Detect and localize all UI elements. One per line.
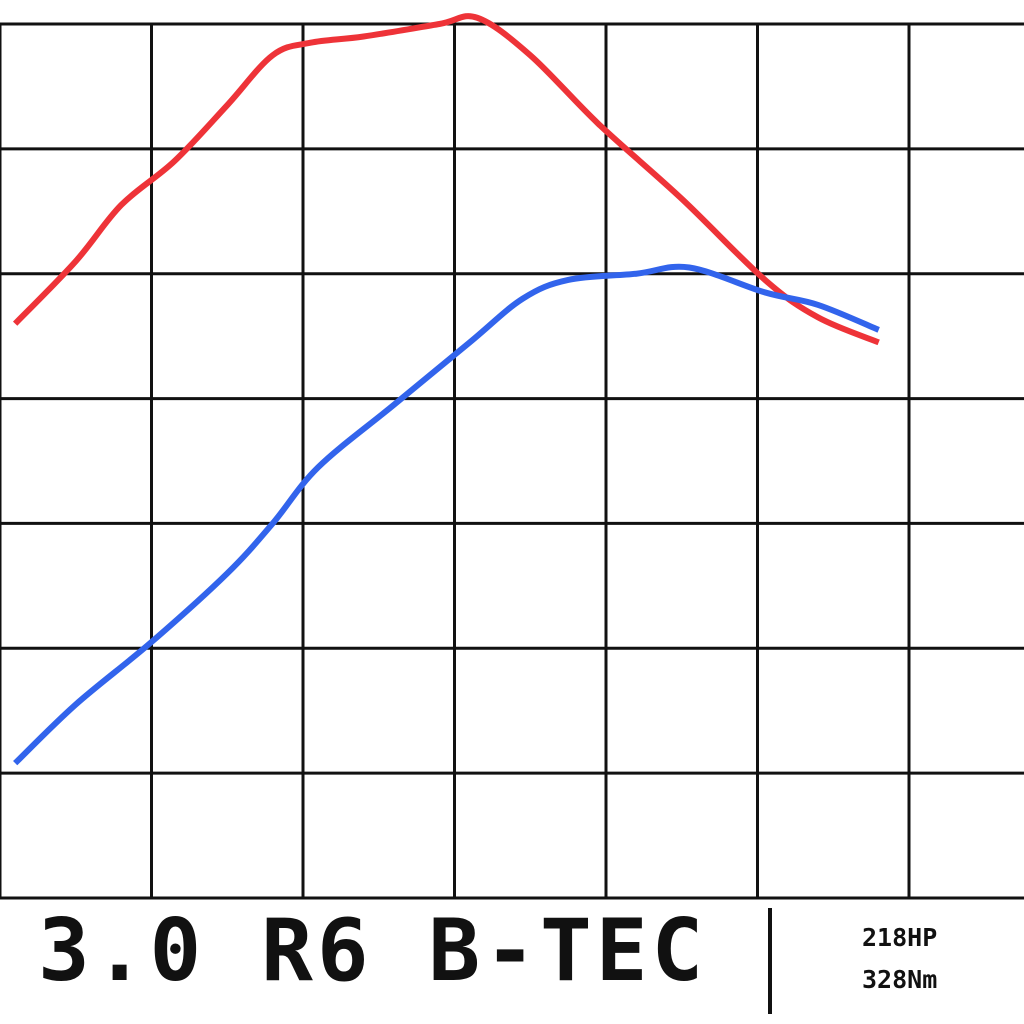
engine-title: 3.0 R6 B-TEC: [38, 901, 708, 1001]
torque-curve: [12, 13, 880, 346]
torque-spec: 328Nm: [862, 965, 938, 994]
footer-divider: [768, 908, 772, 1014]
dyno-chart: [0, 13, 1024, 900]
chart-grid: [0, 22, 1024, 900]
power-spec: 218HP: [862, 923, 938, 952]
power-curve: [13, 263, 880, 766]
chart-series: [12, 13, 880, 766]
